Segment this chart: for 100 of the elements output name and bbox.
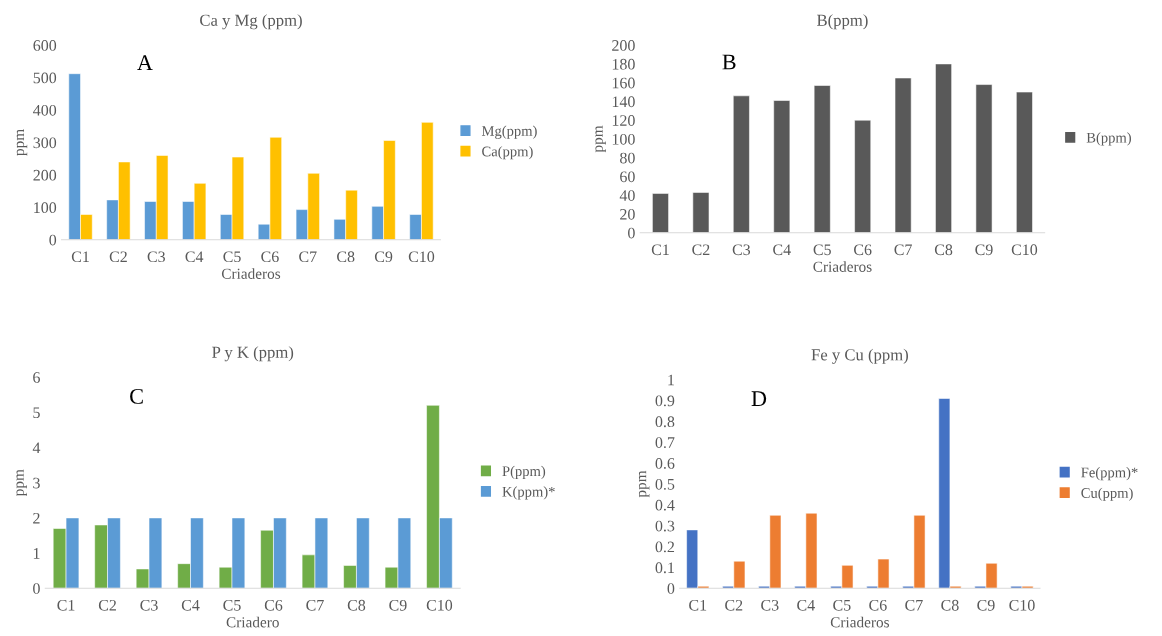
bar <box>854 119 872 233</box>
y-tick-label: 0.7 <box>655 437 675 449</box>
legend-label: Ca(ppm) <box>482 146 533 160</box>
y-tick-label: 160 <box>612 77 635 89</box>
annotation: B <box>722 54 736 70</box>
y-tick-label: 1 <box>33 548 40 559</box>
bar <box>692 192 710 233</box>
chart-title: Ca y Mg (ppm) <box>200 14 302 30</box>
x-tick-label: C3 <box>140 599 158 611</box>
y-axis-title: ppm <box>595 125 606 153</box>
x-tick-label: C5 <box>833 599 851 611</box>
bar <box>732 95 750 233</box>
y-tick-label: 6 <box>33 372 40 383</box>
x-tick-label: C7 <box>905 599 923 611</box>
chart-title: P y K (ppm) <box>212 346 294 362</box>
y-tick-label: 60 <box>620 171 635 183</box>
y-tick-label: 40 <box>619 190 635 201</box>
x-tick-label: C5 <box>223 599 241 611</box>
legend-label: Fe(ppm)* <box>1081 467 1138 481</box>
x-tick-label: C4 <box>181 599 200 611</box>
bar <box>813 85 831 233</box>
x-tick-label: C6 <box>869 599 887 611</box>
x-tick-label: C2 <box>725 599 743 611</box>
y-tick-label: 100 <box>34 202 57 214</box>
x-tick-label: C1 <box>71 251 89 263</box>
x-tick-label: C4 <box>773 244 791 256</box>
y-tick-label: 3 <box>33 477 40 489</box>
chart-title: B(ppm) <box>817 14 868 30</box>
legend-label: Cu(ppm) <box>1081 487 1133 501</box>
x-tick-label: C5 <box>223 251 241 263</box>
x-tick-label: C9 <box>977 599 995 611</box>
x-tick-label: C6 <box>264 599 283 611</box>
x-tick-label: C8 <box>934 244 953 256</box>
x-tick-label: C4 <box>797 599 815 611</box>
y-tick-label: 500 <box>33 72 57 84</box>
x-tick-label: C1 <box>651 244 669 256</box>
x-tick-label: C4 <box>185 251 204 263</box>
bar <box>935 63 952 233</box>
x-tick-label: C10 <box>408 251 435 263</box>
x-axis-title: Criaderos <box>221 268 281 279</box>
x-tick-label: C1 <box>689 599 707 611</box>
x-tick-label: C3 <box>147 251 165 263</box>
x-tick-label: C2 <box>98 599 116 611</box>
x-tick-label: C7 <box>306 599 324 611</box>
y-tick-label: 100 <box>612 133 635 145</box>
y-tick-label: 180 <box>612 58 635 70</box>
y-tick-label: 0.9 <box>655 395 675 407</box>
legend-label: K(ppm)* <box>502 486 555 500</box>
x-tick-label: C8 <box>941 599 959 611</box>
x-tick-label: C9 <box>389 599 407 611</box>
x-tick-label: C8 <box>337 251 355 263</box>
x-tick-label: C1 <box>57 599 75 611</box>
y-tick-label: 300 <box>33 137 57 149</box>
x-axis-title: Criadero <box>226 616 279 628</box>
bar <box>894 77 912 233</box>
x-axis-title: Criaderos <box>830 616 890 628</box>
bar <box>975 84 993 233</box>
x-tick-label: C6 <box>261 251 279 263</box>
y-tick-label: 0.6 <box>655 458 675 469</box>
y-axis-title: ppm <box>16 469 27 497</box>
annotation: C <box>130 388 143 404</box>
legend-label: B(ppm) <box>1086 132 1131 146</box>
y-tick-label: 140 <box>612 96 635 108</box>
y-tick-label: 0 <box>667 583 675 594</box>
y-tick-label: 120 <box>612 115 635 126</box>
y-tick-label: 2 <box>33 512 40 524</box>
y-tick-label: 600 <box>33 40 57 51</box>
x-tick-label: C3 <box>732 244 751 256</box>
y-axis-title: ppm <box>16 129 28 156</box>
x-tick-label: C6 <box>854 244 872 256</box>
y-tick-label: 4 <box>32 442 41 454</box>
y-tick-label: 0.5 <box>655 478 675 490</box>
x-tick-label: C3 <box>761 599 779 611</box>
y-tick-label: 200 <box>33 169 57 181</box>
legend-label: Mg(ppm) <box>481 125 537 139</box>
y-tick-label: 80 <box>620 152 635 164</box>
y-axis-title: ppm <box>638 470 650 498</box>
x-axis-title: Criaderos <box>813 261 872 272</box>
chart-title: Fe y Cu (ppm) <box>811 348 908 364</box>
x-tick-label: C2 <box>692 244 710 256</box>
x-tick-label: C8 <box>347 599 366 611</box>
y-tick-label: 5 <box>33 407 40 419</box>
y-tick-label: 20 <box>620 208 635 220</box>
y-tick-label: 0.8 <box>655 416 675 428</box>
y-tick-label: 0.3 <box>655 520 675 532</box>
x-tick-label: C5 <box>813 244 831 256</box>
y-tick-label: 0.1 <box>655 562 674 574</box>
y-tick-label: 1 <box>668 374 674 386</box>
y-tick-label: 0.4 <box>655 499 675 511</box>
y-tick-label: 400 <box>33 104 57 116</box>
y-tick-label: 0 <box>49 234 57 246</box>
bar <box>773 100 791 233</box>
legend-label: P(ppm) <box>502 465 546 480</box>
annotation: A <box>137 55 153 70</box>
y-tick-label: 0 <box>628 227 635 239</box>
x-tick-label: C10 <box>1009 599 1035 611</box>
x-tick-label: C10 <box>426 599 453 611</box>
x-tick-label: C2 <box>109 251 127 263</box>
x-tick-label: C9 <box>374 251 393 263</box>
bar <box>1016 91 1033 233</box>
